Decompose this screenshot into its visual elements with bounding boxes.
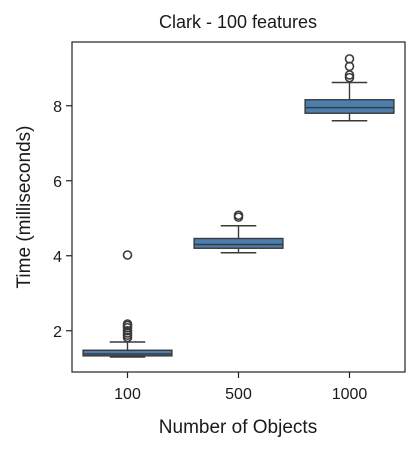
box <box>82 349 173 357</box>
box-series <box>82 54 395 358</box>
outlier-point <box>122 325 133 336</box>
x-axis: 100 500 1000 <box>114 372 367 403</box>
y-tick-label: 4 <box>53 249 62 266</box>
x-tick-label: 1000 <box>332 386 368 403</box>
y-tick-label: 8 <box>53 99 62 116</box>
x-tick-label: 100 <box>114 386 141 403</box>
y-axis-label: Time (milliseconds) <box>14 126 35 289</box>
box-group-1000 <box>304 54 395 122</box>
outlier-point <box>233 210 244 221</box>
plot-area-frame <box>71 41 406 373</box>
x-tick-label: 500 <box>225 386 252 403</box>
y-axis: 2 4 6 8 <box>53 99 72 341</box>
box-group-500 <box>193 210 284 254</box>
box-group-100 <box>82 250 173 358</box>
outlier-point <box>122 250 133 260</box>
chart-title: Clark - 100 features <box>159 12 317 32</box>
y-tick-label: 6 <box>53 174 62 191</box>
box <box>193 237 284 249</box>
outlier-point <box>122 319 133 329</box>
box <box>304 99 395 114</box>
outlier-point <box>344 54 355 64</box>
x-axis-label: Number of Objects <box>159 417 317 438</box>
y-tick-label: 2 <box>53 324 62 341</box>
